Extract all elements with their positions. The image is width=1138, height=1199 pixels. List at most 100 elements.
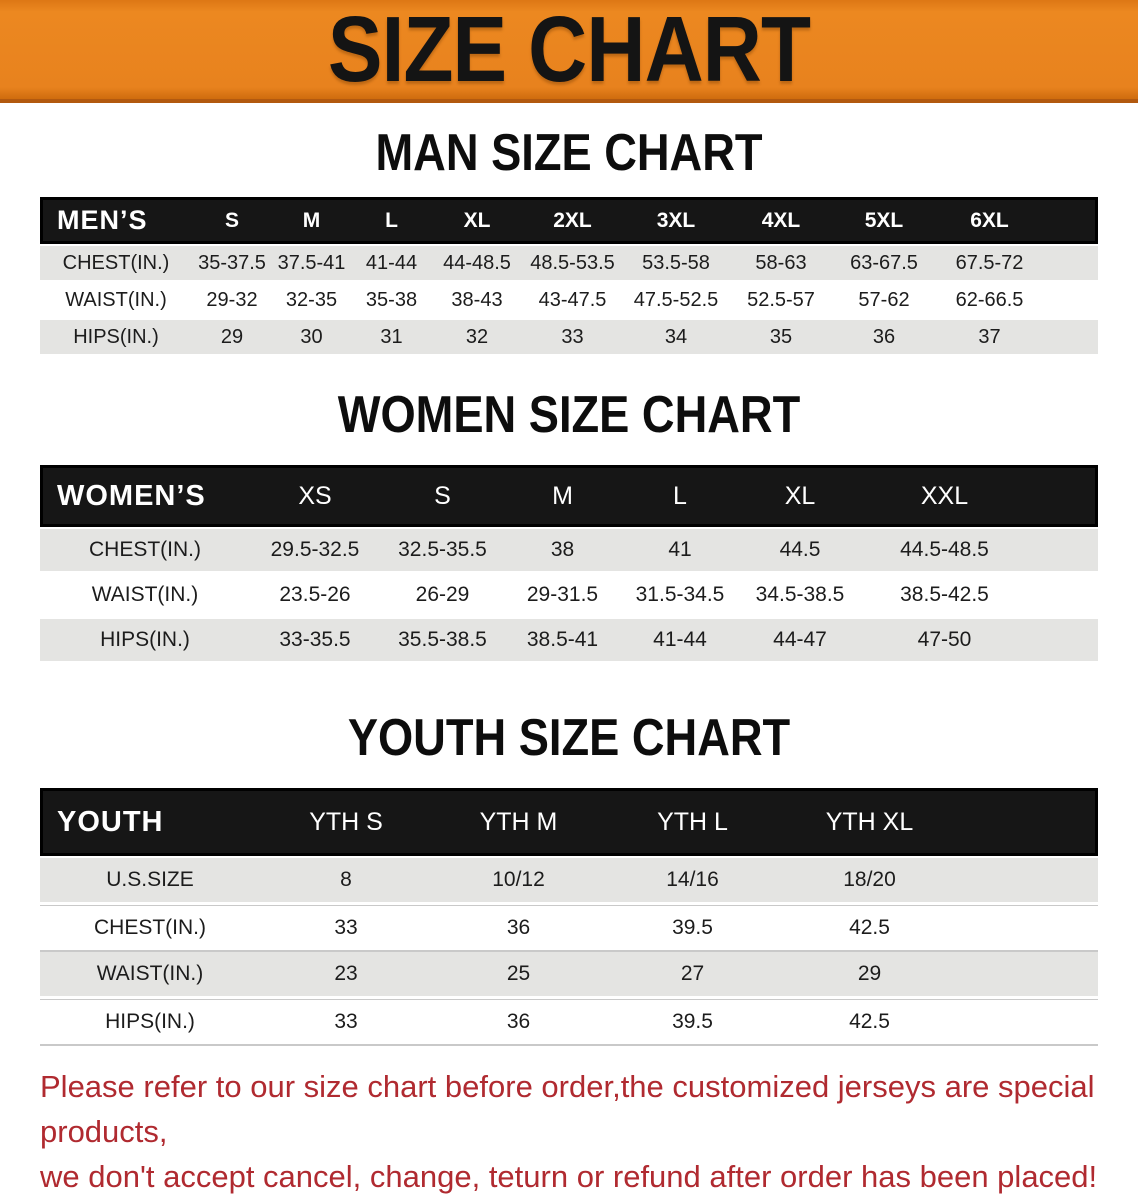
size-cell: 52.5-57 [729, 283, 833, 320]
column-header: S [192, 197, 272, 244]
column-header: XL [432, 197, 522, 244]
size-cell: 18/20 [780, 856, 1098, 905]
size-cell: 29 [780, 952, 1098, 999]
size-cell: 29.5-32.5 [250, 527, 380, 574]
row-label: WAIST(IN.) [40, 283, 192, 320]
size-cell: 14/16 [605, 856, 780, 905]
size-cell: 47-50 [860, 619, 1098, 664]
size-cell: 29-32 [192, 283, 272, 320]
size-cell: 57-62 [833, 283, 935, 320]
size-cell: 35 [729, 320, 833, 357]
table-row: HIPS(IN.) 29 30 31 32 33 34 35 36 37 [40, 320, 1098, 357]
column-header: XS [250, 465, 380, 527]
size-cell: 34.5-38.5 [740, 574, 860, 619]
size-cell: 38 [505, 527, 620, 574]
page-title: SIZE CHART [327, 0, 811, 101]
size-cell: 33 [522, 320, 623, 357]
size-cell: 38.5-41 [505, 619, 620, 664]
size-cell: 44.5-48.5 [860, 527, 1098, 574]
size-cell: 53.5-58 [623, 244, 729, 283]
table-row: CHEST(IN.) 29.5-32.5 32.5-35.5 38 41 44.… [40, 527, 1098, 574]
youth-header-label: YOUTH [40, 788, 260, 856]
column-header: M [272, 197, 351, 244]
size-cell: 37.5-41 [272, 244, 351, 283]
size-cell: 62-66.5 [935, 283, 1098, 320]
row-label: HIPS(IN.) [40, 320, 192, 357]
table-row: CHEST(IN.) 33 36 39.5 42.5 [40, 905, 1098, 952]
size-cell: 36 [432, 999, 605, 1046]
header-banner: SIZE CHART [0, 0, 1138, 103]
column-header: 6XL [935, 197, 1098, 244]
row-label: WAIST(IN.) [40, 574, 250, 619]
row-label: HIPS(IN.) [40, 999, 260, 1046]
column-header: L [351, 197, 432, 244]
size-cell: 44.5 [740, 527, 860, 574]
women-size-table: WOMEN’S XS S M L XL XXL CHEST(IN.) 29.5-… [40, 465, 1098, 664]
table-row: WAIST(IN.) 23 25 27 29 [40, 952, 1098, 999]
column-header: YTH L [605, 788, 780, 856]
size-cell: 35-37.5 [192, 244, 272, 283]
size-cell: 32-35 [272, 283, 351, 320]
size-cell: 26-29 [380, 574, 505, 619]
table-row: HIPS(IN.) 33-35.5 35.5-38.5 38.5-41 41-4… [40, 619, 1098, 664]
size-cell: 31.5-34.5 [620, 574, 740, 619]
size-cell: 33 [260, 999, 432, 1046]
column-header: S [380, 465, 505, 527]
size-cell: 36 [833, 320, 935, 357]
men-size-table: MEN’S S M L XL 2XL 3XL 4XL 5XL 6XL CHEST… [40, 197, 1098, 357]
size-cell: 8 [260, 856, 432, 905]
women-header-label: WOMEN’S [40, 465, 250, 527]
row-label: CHEST(IN.) [40, 527, 250, 574]
size-cell: 67.5-72 [935, 244, 1098, 283]
size-cell: 44-47 [740, 619, 860, 664]
table-row: WAIST(IN.) 29-32 32-35 35-38 38-43 43-47… [40, 283, 1098, 320]
column-header: YTH M [432, 788, 605, 856]
size-cell: 63-67.5 [833, 244, 935, 283]
size-cell: 30 [272, 320, 351, 357]
column-header: 2XL [522, 197, 623, 244]
size-cell: 35-38 [351, 283, 432, 320]
size-cell: 27 [605, 952, 780, 999]
column-header: YTH S [260, 788, 432, 856]
youth-section-title: YOUTH SIZE CHART [347, 709, 791, 767]
men-header-row: MEN’S S M L XL 2XL 3XL 4XL 5XL 6XL [40, 197, 1098, 244]
table-row: CHEST(IN.) 35-37.5 37.5-41 41-44 44-48.5… [40, 244, 1098, 283]
size-cell: 47.5-52.5 [623, 283, 729, 320]
size-cell: 39.5 [605, 999, 780, 1046]
size-cell: 25 [432, 952, 605, 999]
disclaimer-line-1: Please refer to our size chart before or… [40, 1069, 1095, 1149]
size-cell: 31 [351, 320, 432, 357]
youth-header-row: YOUTH YTH S YTH M YTH L YTH XL [40, 788, 1098, 856]
size-cell: 36 [432, 905, 605, 952]
column-header: XXL [860, 465, 1098, 527]
row-label: WAIST(IN.) [40, 952, 260, 999]
youth-size-table: YOUTH YTH S YTH M YTH L YTH XL U.S.SIZE … [40, 788, 1098, 1046]
size-cell: 48.5-53.5 [522, 244, 623, 283]
size-cell: 41-44 [620, 619, 740, 664]
size-cell: 38.5-42.5 [860, 574, 1098, 619]
size-cell: 33-35.5 [250, 619, 380, 664]
row-label: U.S.SIZE [40, 856, 260, 905]
table-row: WAIST(IN.) 23.5-26 26-29 29-31.5 31.5-34… [40, 574, 1098, 619]
size-cell: 29 [192, 320, 272, 357]
men-section-title: MAN SIZE CHART [375, 124, 763, 182]
row-label: HIPS(IN.) [40, 619, 250, 664]
table-row: HIPS(IN.) 33 36 39.5 42.5 [40, 999, 1098, 1046]
size-cell: 35.5-38.5 [380, 619, 505, 664]
size-cell: 37 [935, 320, 1098, 357]
size-cell: 43-47.5 [522, 283, 623, 320]
column-header: L [620, 465, 740, 527]
women-section-title: WOMEN SIZE CHART [337, 386, 801, 444]
column-header: M [505, 465, 620, 527]
column-header: 5XL [833, 197, 935, 244]
column-header: YTH XL [780, 788, 1098, 856]
column-header: 3XL [623, 197, 729, 244]
size-cell: 42.5 [780, 999, 1098, 1046]
column-header: XL [740, 465, 860, 527]
disclaimer-line-2: we don't accept cancel, change, teturn o… [40, 1159, 1098, 1194]
men-header-label: MEN’S [40, 197, 192, 244]
size-cell: 32 [432, 320, 522, 357]
size-cell: 23.5-26 [250, 574, 380, 619]
size-cell: 32.5-35.5 [380, 527, 505, 574]
